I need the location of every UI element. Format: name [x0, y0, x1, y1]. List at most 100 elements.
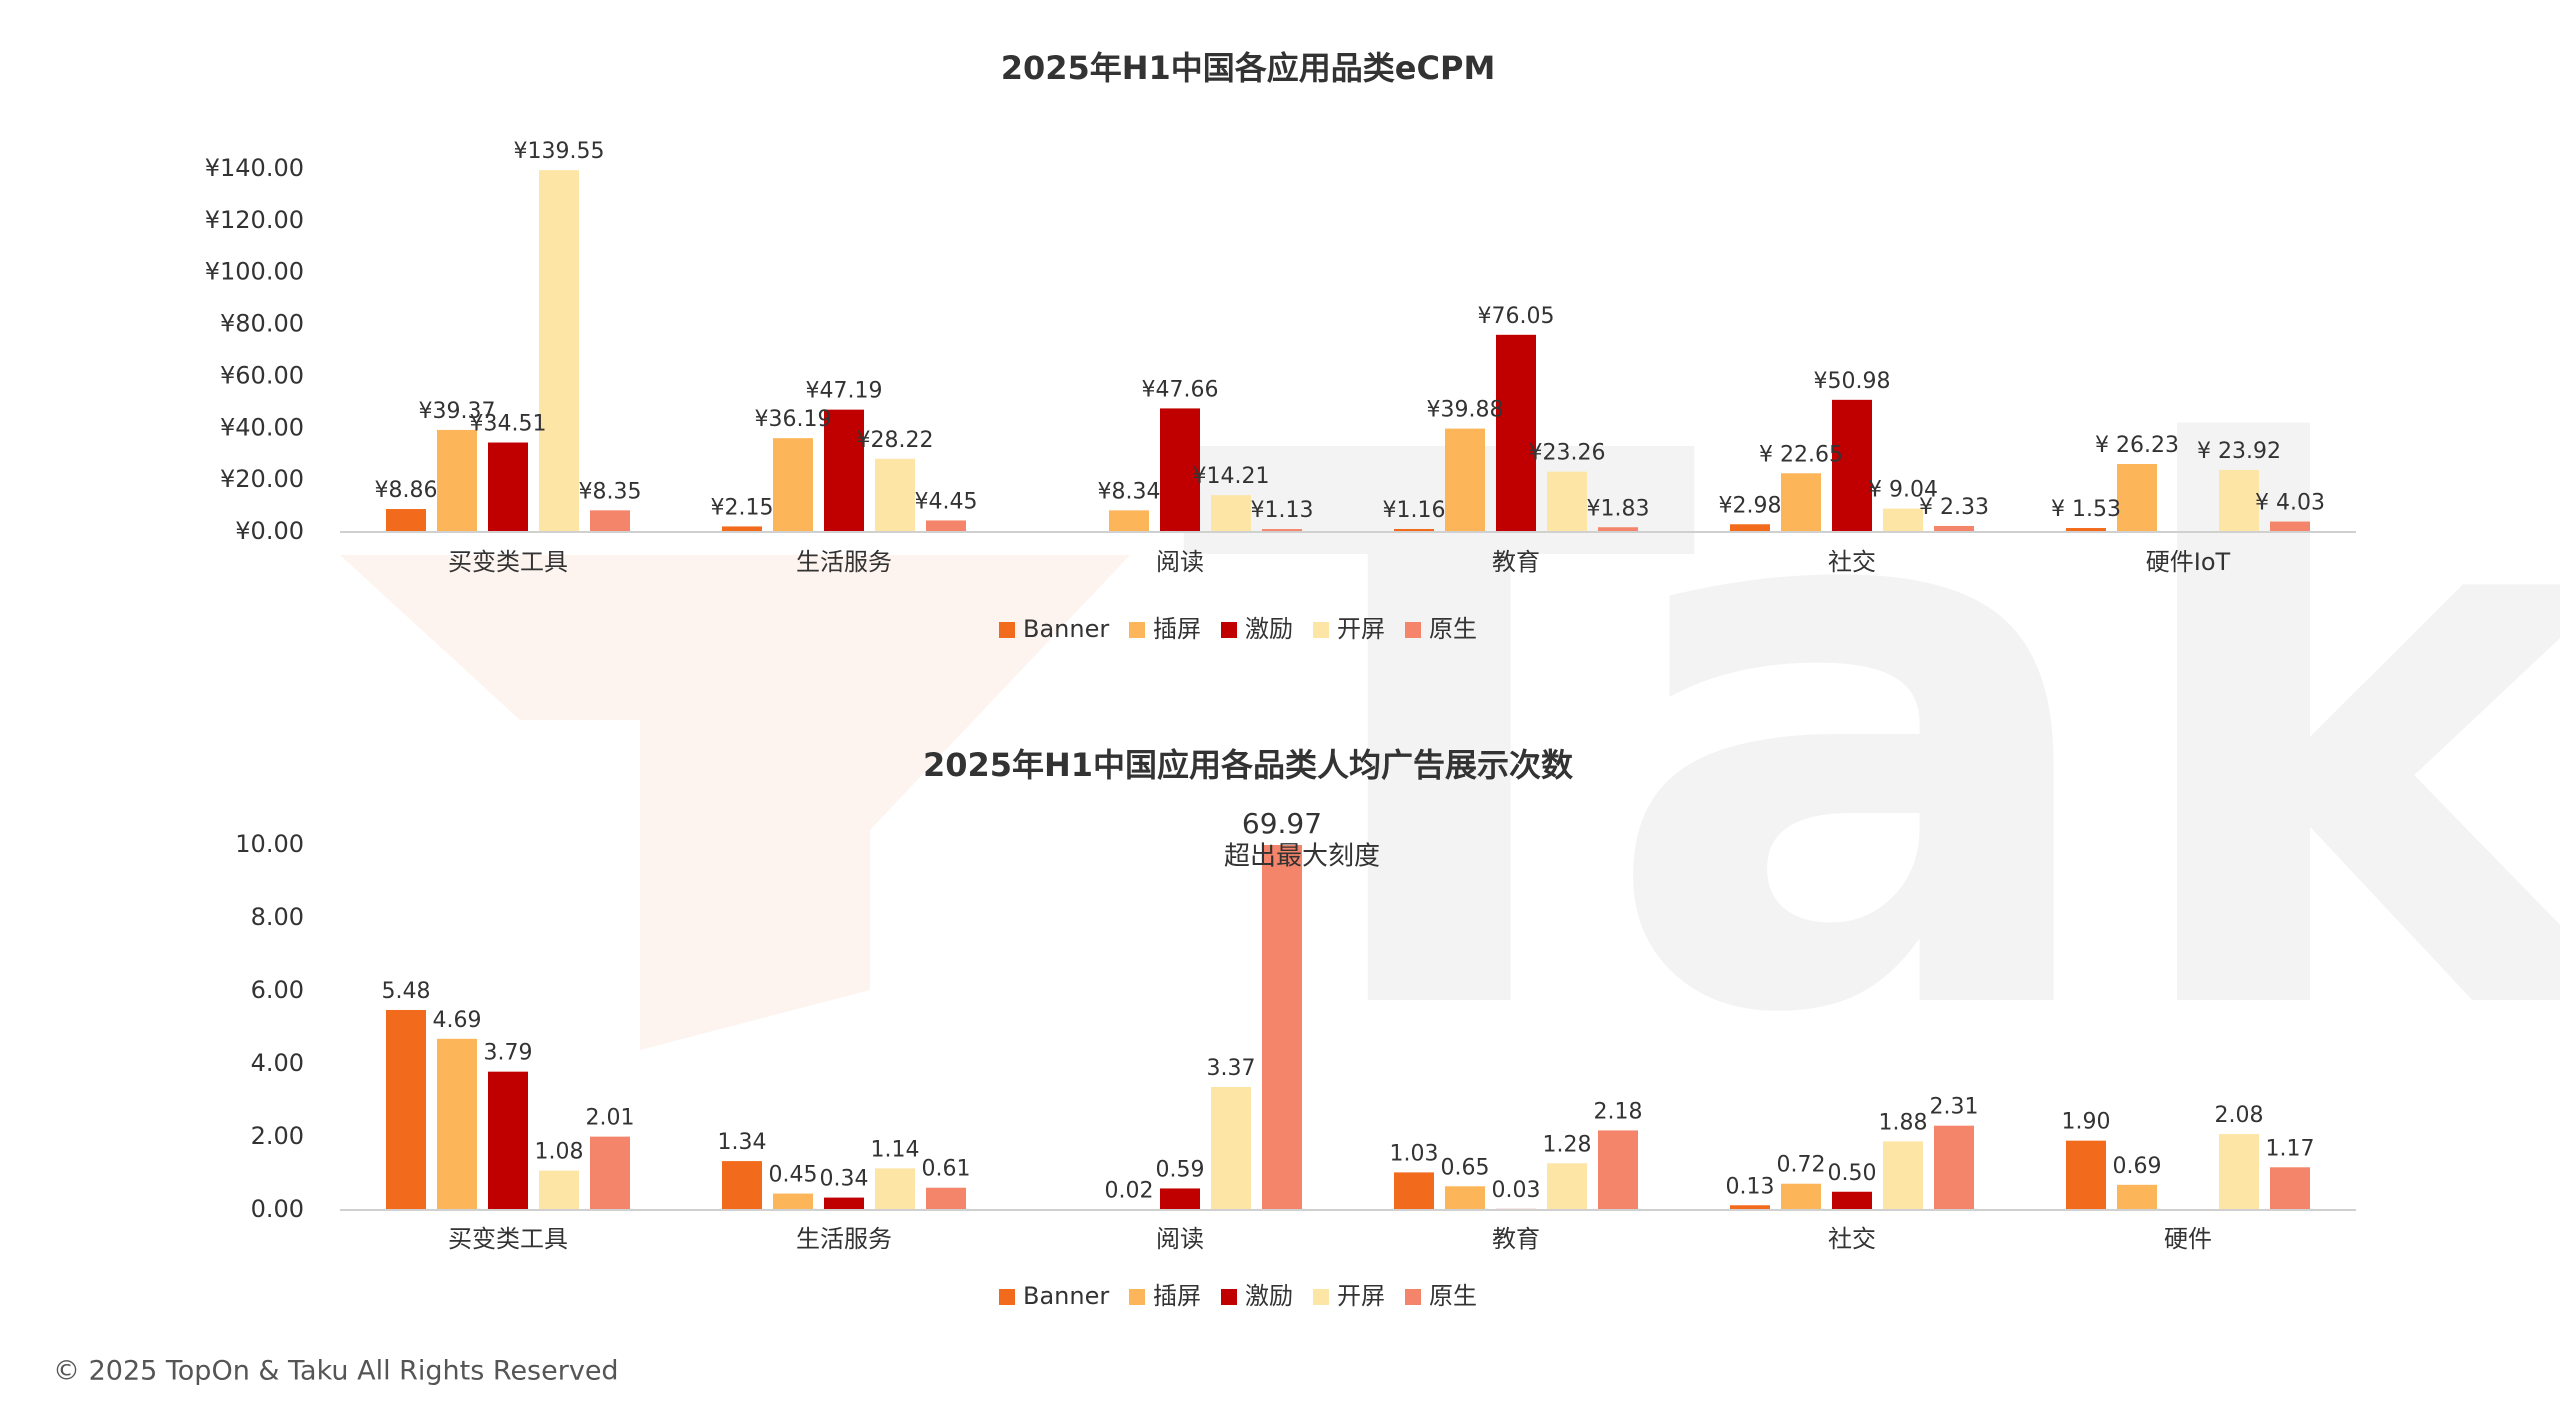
y-tick-label: ¥120.00	[205, 206, 304, 234]
footer: © 2025 TopOn & Taku All Rights Reserved	[53, 1356, 619, 1387]
data-label: ¥14.21	[1193, 464, 1270, 489]
data-label: ¥1.13	[1251, 498, 1314, 523]
bar	[773, 1193, 813, 1210]
bar	[1832, 1191, 1872, 1210]
data-label: ¥4.45	[915, 489, 978, 514]
bar	[386, 509, 426, 532]
bar	[1730, 524, 1770, 532]
bar	[722, 526, 762, 532]
bar	[1781, 1183, 1821, 1210]
bar	[773, 438, 813, 532]
bar	[875, 1168, 915, 1210]
bar	[1496, 334, 1536, 532]
data-label: ¥28.22	[857, 428, 934, 453]
bar	[926, 1187, 966, 1210]
data-label: 2.08	[2215, 1103, 2264, 1128]
bar	[1262, 529, 1302, 532]
data-label: 1.90	[2062, 1110, 2111, 1135]
legend-label: 开屏	[1337, 1282, 1385, 1310]
bar	[2219, 469, 2259, 532]
x-tick-label: 社交	[1828, 548, 1876, 576]
data-label: 1.08	[535, 1140, 584, 1165]
bar	[824, 1197, 864, 1210]
legend-swatch	[1221, 622, 1237, 638]
x-tick-label: 买变类工具	[448, 1225, 568, 1253]
bar	[1934, 525, 1974, 532]
bars	[386, 845, 2310, 1210]
data-label: ¥8.35	[579, 479, 642, 504]
legend-label: 激励	[1245, 1282, 1293, 1310]
data-label: ¥76.05	[1478, 304, 1555, 329]
x-tick-label: 生活服务	[796, 1225, 892, 1253]
bar	[824, 409, 864, 532]
bar	[2066, 528, 2106, 532]
data-label: ¥2.15	[711, 495, 774, 520]
y-tick-label: 2.00	[251, 1122, 304, 1150]
data-label: 1.88	[1879, 1110, 1928, 1135]
data-label: 2.01	[586, 1106, 635, 1131]
data-label: 3.79	[484, 1041, 533, 1066]
data-label: 0.69	[2113, 1154, 2162, 1179]
bar	[1211, 495, 1251, 532]
data-label: ¥39.37	[419, 399, 496, 424]
data-label: 5.48	[382, 979, 431, 1004]
y-tick-label: ¥0.00	[235, 517, 304, 545]
bar	[437, 429, 477, 532]
data-label: 1.17	[2266, 1136, 2315, 1161]
data-label: ¥ 2.33	[1919, 495, 1989, 520]
x-tick-label: 买变类工具	[448, 548, 568, 576]
data-label: ¥8.86	[375, 478, 438, 503]
bar	[2270, 1167, 2310, 1210]
bar	[488, 442, 528, 532]
bar	[1832, 399, 1872, 532]
legend-swatch	[1313, 1289, 1329, 1305]
legend-swatch	[1129, 1289, 1145, 1305]
data-label: 0.03	[1492, 1178, 1541, 1203]
data-label: ¥47.19	[806, 379, 883, 404]
bar	[590, 1136, 630, 1210]
data-label: 0.50	[1828, 1161, 1877, 1186]
legend-swatch	[1221, 1289, 1237, 1305]
bar	[2066, 1140, 2106, 1210]
data-label: 0.02	[1105, 1178, 1154, 1203]
legend-label: 插屏	[1153, 1282, 1201, 1310]
x-tick-label: 教育	[1492, 548, 1540, 576]
data-label: ¥1.16	[1383, 498, 1446, 523]
data-label: 3.37	[1207, 1056, 1256, 1081]
data-label: 2.18	[1594, 1099, 1643, 1124]
data-label: ¥23.26	[1529, 441, 1606, 466]
legend-label: 原生	[1429, 1282, 1477, 1310]
legend-swatch	[1129, 622, 1145, 638]
legend-swatch	[999, 622, 1015, 638]
x-tick-label: 硬件IoT	[2146, 548, 2231, 576]
bar	[386, 1009, 426, 1210]
bar	[1394, 528, 1434, 532]
data-label: 0.45	[769, 1163, 818, 1188]
chart-title: 2025年H1中国各应用品类eCPM	[1001, 49, 1496, 87]
data-label: 1.34	[718, 1130, 767, 1155]
bar	[2219, 1134, 2259, 1210]
bar	[1445, 1186, 1485, 1210]
y-tick-label: 10.00	[235, 830, 304, 858]
data-label: ¥39.88	[1427, 398, 1504, 423]
data-label: ¥ 9.04	[1868, 478, 1938, 503]
legend-label: 开屏	[1337, 615, 1385, 643]
data-label: ¥ 26.23	[2095, 433, 2179, 458]
legend-label: 原生	[1429, 615, 1477, 643]
bars	[386, 170, 2310, 532]
bar	[1394, 1172, 1434, 1210]
data-label: 1.14	[871, 1137, 920, 1162]
data-label: ¥34.51	[470, 412, 547, 437]
data-label: ¥ 4.03	[2255, 491, 2325, 516]
bar	[539, 170, 579, 532]
legend-swatch	[1405, 1289, 1421, 1305]
data-label: ¥139.55	[514, 139, 605, 164]
data-label: ¥50.98	[1814, 369, 1891, 394]
x-tick-label: 社交	[1828, 1225, 1876, 1253]
y-tick-label: 6.00	[251, 976, 304, 1004]
bar	[1262, 845, 1302, 1210]
data-label: 0.61	[922, 1157, 971, 1182]
data-label: 0.65	[1441, 1155, 1490, 1180]
bar	[722, 1161, 762, 1210]
legend-swatch	[1405, 622, 1421, 638]
